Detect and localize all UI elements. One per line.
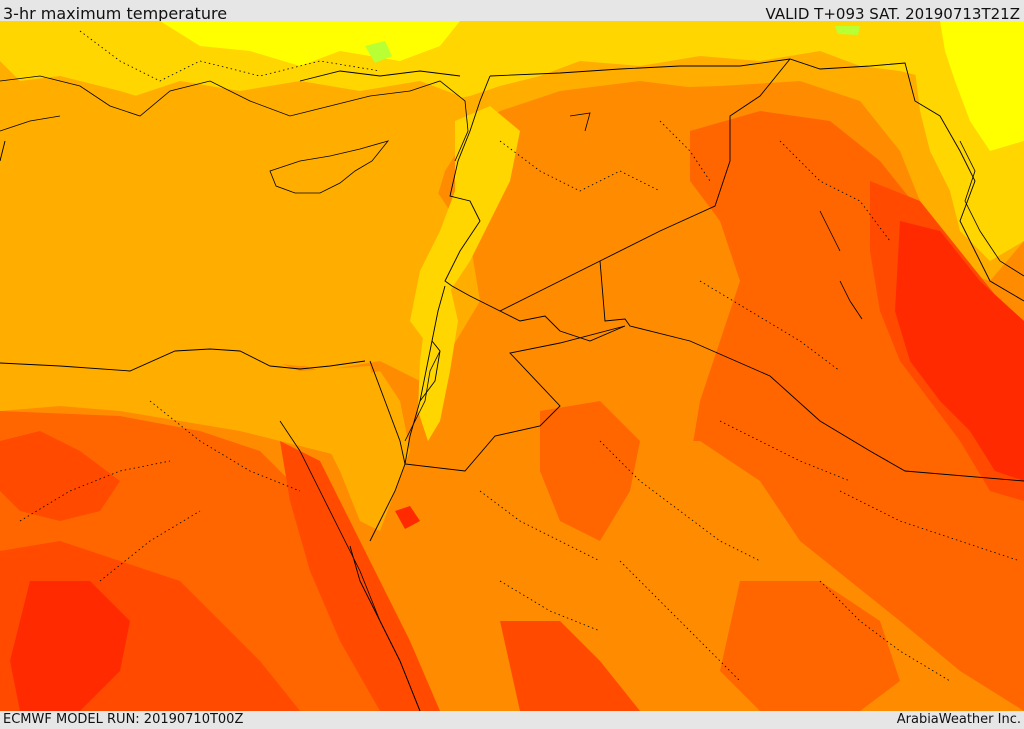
temperature-band-red-sea — [280, 441, 440, 711]
province-boundaries — [19, 30, 1021, 682]
temperature-band-green-2 — [835, 26, 860, 35]
map-canvas — [0, 21, 1024, 711]
temperature-band-green — [365, 41, 392, 63]
temperature-band-northeast-bright — [940, 21, 1024, 151]
temperature-map — [0, 21, 1024, 711]
temperature-band-egypt-red-2 — [0, 431, 120, 521]
country-borders — [0, 58, 1024, 711]
cyprus-island — [269, 140, 390, 194]
temperature-band-levant — [410, 106, 520, 341]
model-run: ECMWF MODEL RUN: 20190710T00Z — [3, 712, 244, 727]
valid-time: VALID T+093 SAT. 20190713T21Z — [765, 5, 1020, 23]
temperature-band-iraq-hot — [895, 221, 1024, 481]
temperature-band-saudi-orange-2 — [720, 581, 900, 711]
temperature-band-sinai — [320, 371, 410, 531]
map-footer: ECMWF MODEL RUN: 20190710T00Z ArabiaWeat… — [0, 711, 1024, 729]
map-title: 3-hr maximum temperature — [3, 4, 228, 23]
mediterranean-sea — [0, 76, 470, 371]
coastlines — [0, 75, 1024, 711]
temperature-band-saudi-orange — [540, 401, 640, 541]
map-header: 3-hr maximum temperature VALID T+093 SAT… — [0, 0, 1024, 23]
temperature-band-hejaz-red — [500, 621, 640, 711]
temperature-spot-aqaba — [395, 506, 420, 529]
temperature-band-sudan-red — [10, 581, 130, 711]
credit-label: ArabiaWeather Inc. — [896, 712, 1021, 727]
temperature-band-egypt — [0, 351, 380, 461]
